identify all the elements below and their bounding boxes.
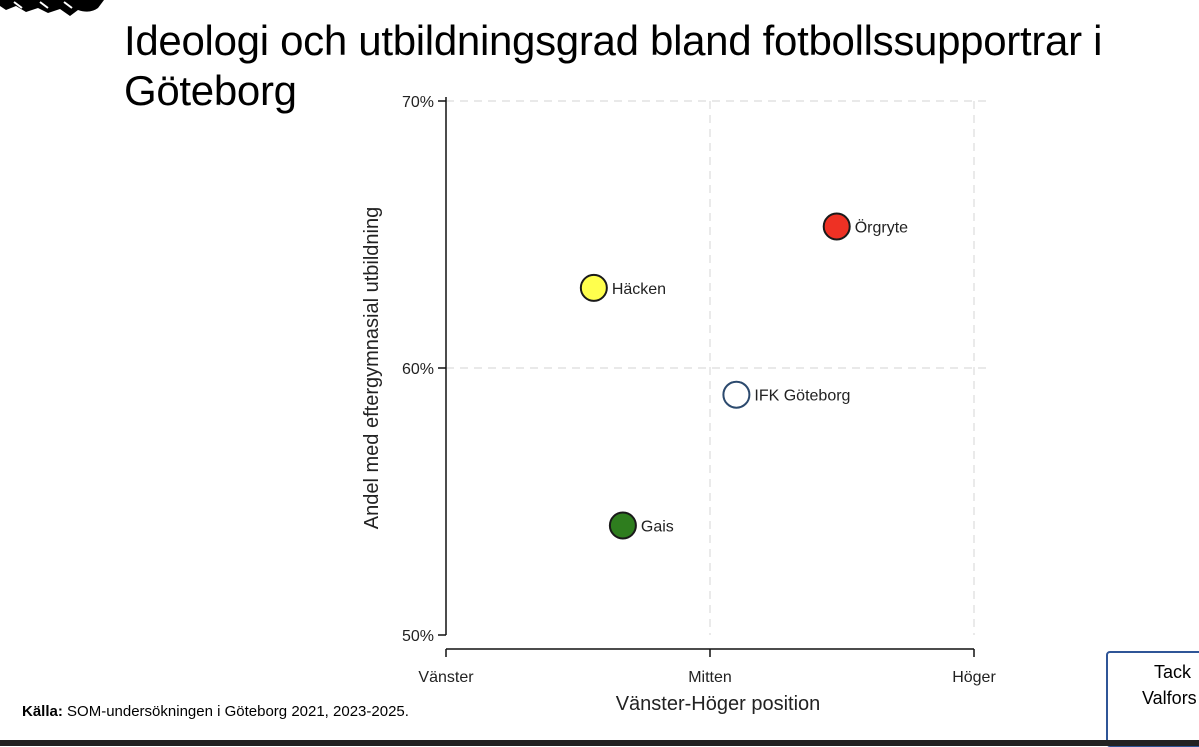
data-point-label: IFK Göteborg <box>754 388 850 405</box>
data-point-label: Häcken <box>612 281 666 298</box>
data-point <box>579 273 608 302</box>
y-tick-label: 60% <box>402 361 434 378</box>
thanks-box: Tack Valfors <box>1106 651 1199 747</box>
y-axis-title: Andel med eftergymnasial utbildning <box>361 207 383 529</box>
x-tick-label: Mitten <box>688 669 732 686</box>
point-labels: Häcken Örgryte IFK Göteborg Gais <box>612 218 908 535</box>
data-point <box>822 212 851 241</box>
data-point <box>608 511 637 540</box>
x-tick-label: Vänster <box>418 669 474 686</box>
source-label: Källa: <box>22 703 63 720</box>
grid-lines <box>446 100 988 635</box>
data-point <box>722 380 751 409</box>
x-tick-label: Höger <box>952 669 996 686</box>
y-tick-label: 70% <box>402 94 434 111</box>
y-tick-label: 50% <box>402 628 434 645</box>
source-note: Källa: SOM-undersökningen i Göteborg 202… <box>22 703 409 720</box>
slide-title: Ideologi och utbildningsgrad bland fotbo… <box>124 17 1103 114</box>
logo-fragment <box>0 0 104 16</box>
bottom-bar <box>0 740 1199 746</box>
x-axis-title: Vänster-Höger position <box>616 693 821 715</box>
data-points <box>579 212 851 540</box>
axes <box>438 97 975 657</box>
thanks-line-1: Tack <box>1154 662 1192 682</box>
thanks-line-2: Valfors <box>1142 688 1197 708</box>
data-point-label: Örgryte <box>855 218 908 236</box>
tick-labels: 50% 60% 70% Vänster Mitten Höger <box>402 94 996 686</box>
data-point-label: Gais <box>641 519 674 536</box>
source-text: SOM-undersökningen i Göteborg 2021, 2023… <box>62 703 409 720</box>
